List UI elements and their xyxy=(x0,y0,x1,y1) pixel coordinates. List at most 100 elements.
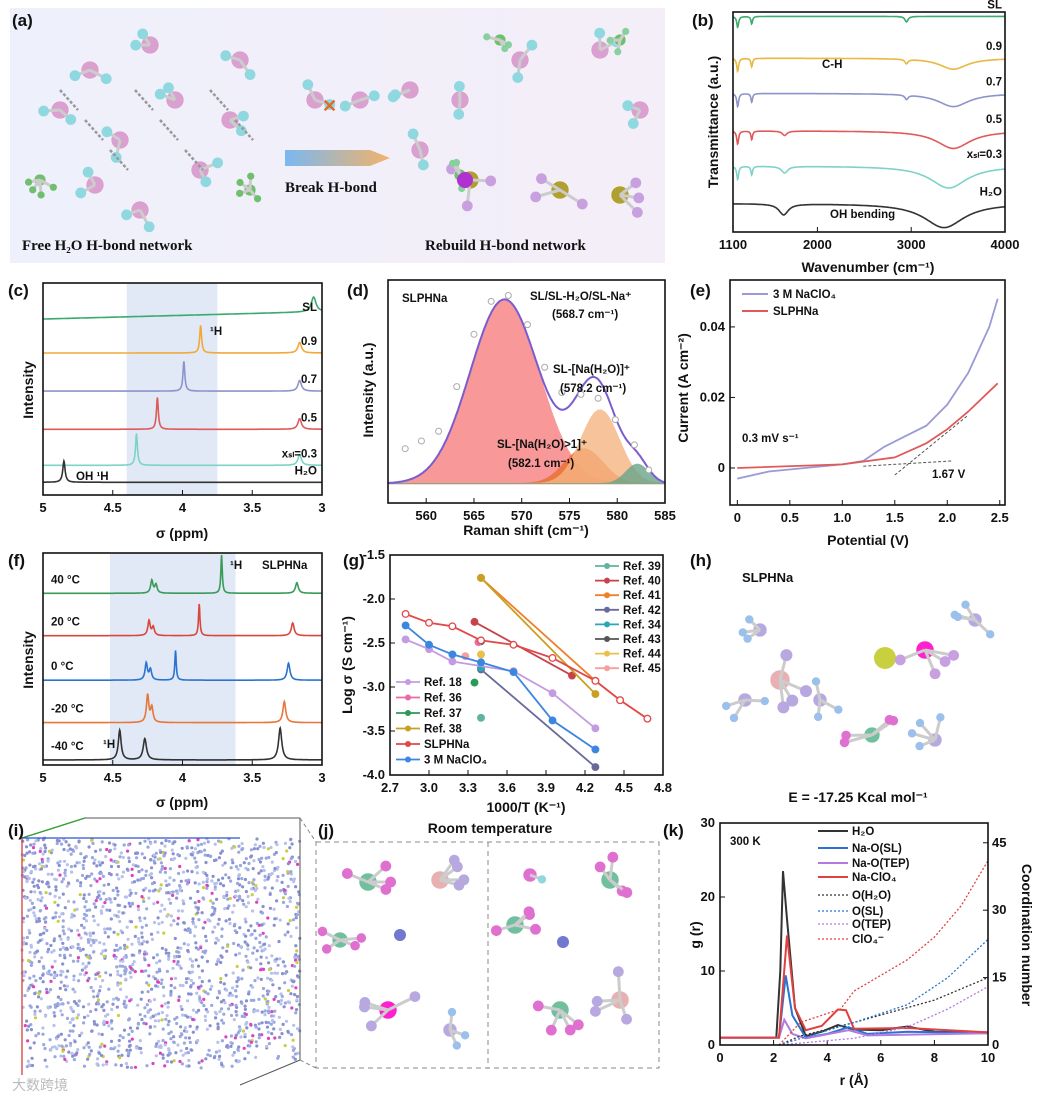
atom xyxy=(206,840,210,844)
atom xyxy=(163,844,167,848)
atom xyxy=(33,955,37,959)
x-tick-label: 3 xyxy=(318,770,325,785)
atom xyxy=(95,1062,99,1066)
atom xyxy=(172,919,176,923)
chart-e-lsv: 0 0.5 1.0 1.5 2.0 2.500.020.043 M NaClO₄SLPHN… xyxy=(700,279,1009,525)
atom xyxy=(289,877,293,881)
atom xyxy=(178,884,182,888)
atom xyxy=(268,906,272,910)
atom xyxy=(96,998,101,1002)
atom xyxy=(140,969,144,973)
atom xyxy=(205,1027,209,1031)
series-line xyxy=(43,650,322,682)
atom xyxy=(257,1033,262,1037)
atom xyxy=(102,1008,106,1013)
atom xyxy=(37,917,41,921)
atom xyxy=(226,1007,231,1011)
atom xyxy=(237,850,241,854)
atom xyxy=(266,916,270,920)
atom xyxy=(268,892,272,897)
atom xyxy=(286,988,291,993)
atom xyxy=(31,865,36,869)
atom xyxy=(186,943,190,947)
atom xyxy=(216,957,220,961)
atom xyxy=(116,889,120,893)
atom xyxy=(274,959,278,964)
atom xyxy=(188,957,192,961)
atom xyxy=(179,946,183,950)
atom xyxy=(249,848,253,852)
legend-label: O(SL) xyxy=(852,906,883,918)
atom xyxy=(237,951,242,956)
legend-label: Na-ClO₄ xyxy=(852,872,896,884)
atom xyxy=(160,978,164,982)
series-line xyxy=(778,986,989,1046)
x-tick-label: 1.5 xyxy=(886,510,904,525)
atom xyxy=(191,1017,195,1022)
atom xyxy=(260,923,264,927)
atom xyxy=(73,990,77,994)
caption-break: Break H-bond xyxy=(285,180,377,196)
atom xyxy=(71,1054,75,1058)
molecule-network xyxy=(24,27,650,233)
series-line xyxy=(43,325,322,354)
atom xyxy=(107,871,111,876)
atom xyxy=(104,948,108,953)
x-tick-label: 3.9 xyxy=(537,780,555,795)
x-tick-label: 4 xyxy=(179,770,187,785)
x-tick-label: 3.5 xyxy=(243,500,261,515)
atom xyxy=(153,888,157,892)
atom xyxy=(148,999,152,1004)
atom xyxy=(124,1005,128,1009)
atom xyxy=(126,937,130,941)
atom xyxy=(66,937,70,941)
atom xyxy=(130,942,134,946)
atom xyxy=(276,999,281,1004)
atom xyxy=(178,1034,182,1039)
atom xyxy=(100,911,104,915)
atom xyxy=(22,870,26,874)
atom xyxy=(41,980,45,984)
atom xyxy=(98,863,102,867)
atom xyxy=(201,886,206,890)
atom xyxy=(146,990,150,994)
atom xyxy=(153,920,157,925)
atom xyxy=(50,965,54,969)
atom xyxy=(722,701,731,711)
arrow-icon xyxy=(285,150,390,166)
atom xyxy=(182,902,186,906)
plot-frame xyxy=(42,552,323,766)
atom xyxy=(205,873,209,878)
series-line xyxy=(43,296,323,320)
atom xyxy=(100,861,105,865)
atom xyxy=(22,936,26,940)
data-point xyxy=(477,713,485,722)
atom xyxy=(243,877,247,882)
atom xyxy=(365,1020,377,1032)
plot-frame xyxy=(732,11,1006,233)
atom xyxy=(94,905,98,909)
atom xyxy=(144,923,148,928)
atom xyxy=(34,1034,38,1038)
atom xyxy=(89,938,93,942)
data-point xyxy=(548,716,557,725)
atom xyxy=(100,840,104,844)
atom xyxy=(211,874,215,879)
y-tick-label: -1.5 xyxy=(363,547,385,562)
atom xyxy=(297,910,301,914)
atom xyxy=(236,1059,241,1063)
atom xyxy=(95,864,99,868)
panel-label-g: (g) xyxy=(343,551,365,570)
atom xyxy=(283,981,287,985)
atom xyxy=(121,964,125,968)
atom xyxy=(270,1014,274,1018)
atom xyxy=(255,837,259,841)
atom xyxy=(291,1048,295,1052)
atom xyxy=(288,846,292,850)
atom xyxy=(49,973,53,977)
y-tick-label: -3.0 xyxy=(363,679,385,694)
atom xyxy=(134,851,138,856)
atom xyxy=(112,953,116,958)
atom xyxy=(176,946,180,950)
atom xyxy=(38,909,42,913)
